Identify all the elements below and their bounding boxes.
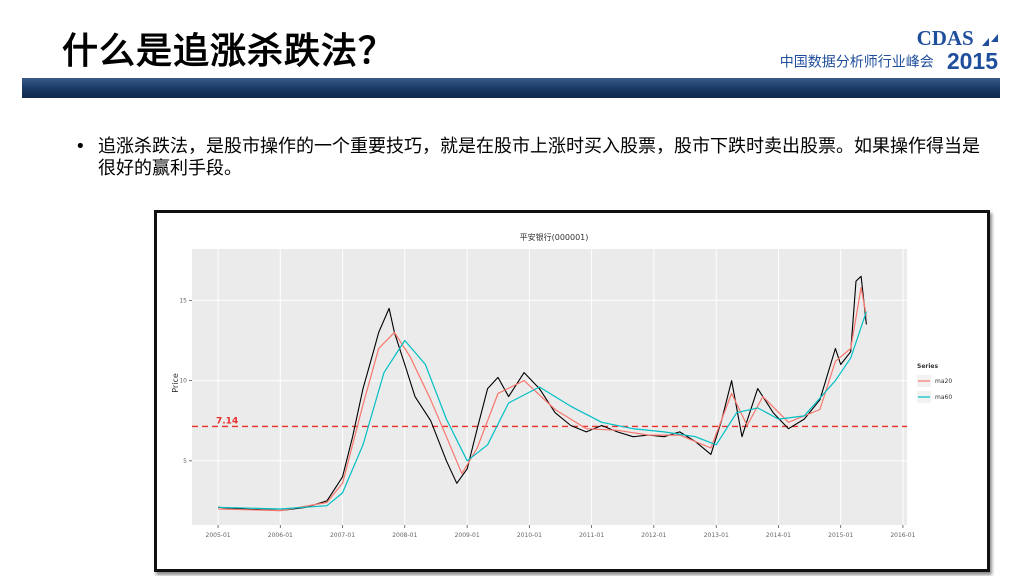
series-lines bbox=[218, 275, 867, 512]
series-line-ma20 bbox=[218, 286, 867, 512]
threshold-label: 7.14 bbox=[216, 416, 238, 426]
chart-title: 平安银行(000001) bbox=[520, 232, 589, 242]
logo-subline: 中国数据分析师行业峰会 2015 bbox=[780, 48, 998, 75]
title-banner bbox=[22, 78, 1000, 98]
x-tick-label: 2016-01 bbox=[890, 532, 915, 539]
x-tick-label: 2006-01 bbox=[268, 532, 293, 539]
logo-wordmark: CDAS bbox=[917, 26, 998, 51]
bullet-text: 追涨杀跌法，是股市操作的一个重要技巧，就是在股市上涨时买入股票，股市下跌时卖出股… bbox=[98, 136, 980, 179]
gridlines bbox=[192, 249, 907, 525]
y-tick-label: 15 bbox=[179, 297, 187, 304]
slide-title: 什么是追涨杀跌法？ bbox=[62, 31, 396, 72]
series-line-price bbox=[218, 275, 867, 512]
x-tick-label: 2005-01 bbox=[206, 532, 231, 539]
logo-mark-icon bbox=[982, 34, 998, 46]
logo-year: 2015 bbox=[946, 48, 998, 74]
x-tick-label: 2007-01 bbox=[330, 532, 355, 539]
logo-subtitle: 中国数据分析师行业峰会 bbox=[779, 54, 934, 71]
series-line-ma60 bbox=[218, 311, 867, 510]
x-tick-label: 2011-01 bbox=[579, 532, 604, 539]
x-tick-label: 2013-01 bbox=[704, 532, 729, 539]
y-axis-label: Price bbox=[171, 373, 180, 393]
chart-legend: Series ma20 ma60 bbox=[917, 363, 952, 403]
stock-chart: 平安银行(000001) 7.14 2005-01 2006-01 2007-01 2… bbox=[171, 232, 952, 539]
cdas-logo: CDAS 中国数据分析师行业峰会 2015 bbox=[698, 26, 998, 74]
x-tick-label: 2008-01 bbox=[392, 532, 417, 539]
x-tick-label: 2014-01 bbox=[766, 532, 791, 539]
x-tick-label: 2010-01 bbox=[517, 532, 542, 539]
x-tick-label: 2015-01 bbox=[828, 532, 853, 539]
x-tick-label: 2009-01 bbox=[455, 532, 480, 539]
y-axis-ticks: 5 10 15 bbox=[179, 297, 192, 465]
legend-label-ma60: ma60 bbox=[935, 394, 952, 401]
legend-title: Series bbox=[917, 363, 938, 370]
reference-line: 7.14 bbox=[192, 416, 907, 428]
y-tick-label: 5 bbox=[183, 458, 187, 465]
x-tick-label: 2012-01 bbox=[641, 532, 666, 539]
logo-name: CDAS bbox=[916, 26, 974, 50]
legend-label-ma20: ma20 bbox=[935, 378, 952, 385]
x-axis-ticks: 2005-01 2006-01 2007-01 2008-01 2009-01 2010-… bbox=[206, 525, 916, 539]
plot-panel bbox=[192, 249, 907, 525]
y-tick-label: 10 bbox=[179, 378, 187, 385]
bullet-item: • 追涨杀跌法，是股市操作的一个重要技巧，就是在股市上涨时买入股票，股市下跌时卖… bbox=[75, 136, 995, 180]
bullet-dot: • bbox=[75, 136, 86, 157]
